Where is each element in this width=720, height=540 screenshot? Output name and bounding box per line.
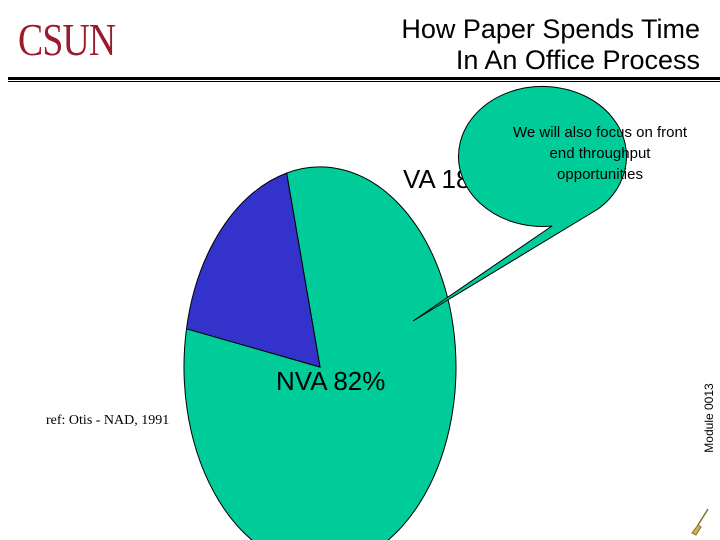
reference-note: ref: Otis - NAD, 1991 bbox=[46, 413, 170, 428]
callout-bubble bbox=[412, 85, 627, 322]
callout-text: We will also focus on front end throughp… bbox=[513, 124, 687, 183]
pie-label-nva: NVA 82% bbox=[276, 366, 385, 396]
pie-slice-nva bbox=[183, 166, 457, 540]
slide-title: How Paper Spends Time In An Office Proce… bbox=[401, 14, 700, 76]
broom-icon bbox=[691, 508, 709, 536]
csun-logo: CSUN bbox=[18, 14, 116, 65]
title-divider-thin bbox=[8, 81, 720, 82]
module-label: Module 0013 bbox=[702, 360, 716, 475]
slide-title-line-2: In An Office Process bbox=[455, 45, 700, 75]
pie-slice-va bbox=[185, 172, 321, 368]
module-label-text: Module 0013 bbox=[702, 382, 716, 453]
title-divider bbox=[8, 77, 720, 80]
slide-title-line-1: How Paper Spends Time bbox=[401, 14, 700, 44]
